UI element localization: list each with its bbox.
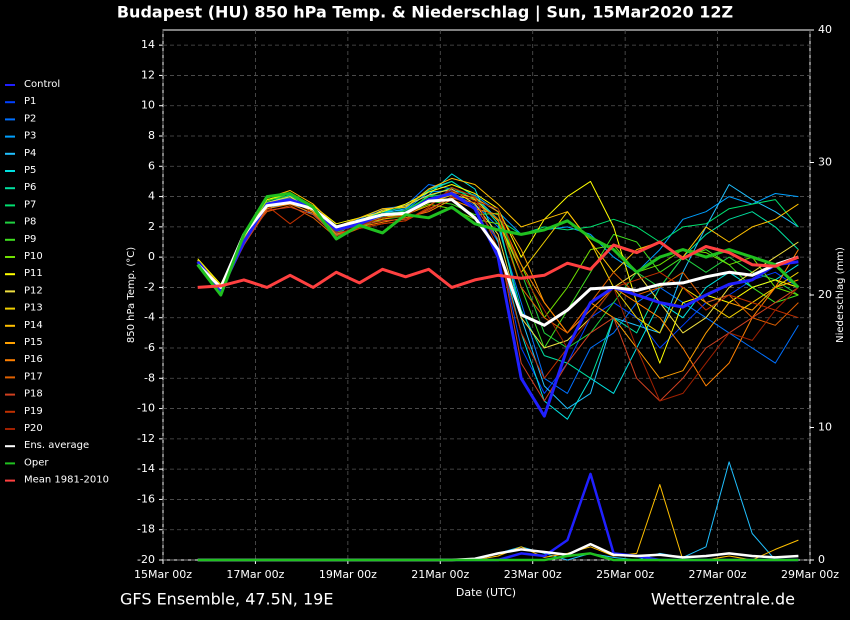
temp-line: [197, 197, 799, 334]
legend-label: P9: [24, 234, 36, 245]
legend-label: P19: [24, 406, 43, 417]
legend-label: P15: [24, 337, 43, 348]
legend-label: Mean 1981-2010: [24, 475, 109, 486]
legend-label: P18: [24, 389, 43, 400]
x-tick-label: 19Mar 00z: [319, 568, 377, 581]
y-tick-label: -8: [144, 371, 155, 384]
y-tick-label: 6: [148, 159, 155, 172]
temp-line: [197, 187, 799, 379]
y-tick-label: -4: [144, 311, 155, 324]
footer-left: GFS Ensemble, 47.5N, 19E: [120, 590, 333, 609]
chart-title: Budapest (HU) 850 hPa Temp. & Niederschl…: [117, 3, 733, 23]
y-tick-label: -12: [137, 432, 155, 445]
plot-frame: [162, 29, 811, 561]
legend-label: P4: [24, 148, 36, 159]
legend-label: P2: [24, 113, 36, 124]
temp-line: [196, 192, 799, 418]
temp-line: [196, 198, 799, 327]
x-tick-label: 27Mar 00z: [689, 568, 747, 581]
precip-line: [197, 472, 799, 562]
precip-line: [197, 484, 799, 561]
y-tick-label: 8: [148, 129, 155, 142]
legend-label: P8: [24, 217, 36, 228]
legend-label: P3: [24, 131, 36, 142]
legend-label: P12: [24, 285, 43, 296]
temp-line: [197, 177, 799, 287]
legend-label: Ens. average: [24, 440, 89, 451]
legend-label: P7: [24, 199, 36, 210]
temp-line: [197, 180, 799, 379]
x-tick-label: 17Mar 00z: [226, 568, 284, 581]
legend-label: P13: [24, 303, 43, 314]
legend-label: P10: [24, 251, 43, 262]
y-tick-label: 4: [148, 190, 155, 203]
precip-line: [197, 461, 799, 561]
y2-tick-label: 10: [818, 421, 832, 434]
y2-axis-label: Niederschlag (mm): [835, 247, 846, 343]
y-tick-label: -20: [137, 553, 155, 566]
y-tick-label: 12: [141, 68, 155, 81]
x-tick-label: 15Mar 00z: [134, 568, 192, 581]
legend-label: P20: [24, 423, 43, 434]
temp-line: [197, 193, 799, 349]
legend-label: Control: [24, 79, 60, 90]
y2-tick-label: 0: [818, 553, 825, 566]
x-tick-label: 29Mar 00z: [781, 568, 839, 581]
y-tick-label: 2: [148, 220, 155, 233]
y-tick-label: -14: [137, 462, 155, 475]
x-tick-label: 23Mar 00z: [504, 568, 562, 581]
y-tick-label: -18: [137, 523, 155, 536]
temp-line: [197, 240, 799, 289]
legend-label: P6: [24, 182, 36, 193]
legend-label: P11: [24, 268, 43, 279]
y-tick-label: 0: [148, 250, 155, 263]
legend-label: P5: [24, 165, 36, 176]
legend-label: P1: [24, 96, 36, 107]
x-tick-label: 25Mar 00z: [596, 568, 654, 581]
y-tick-label: 10: [141, 99, 155, 112]
legend-label: P14: [24, 320, 43, 331]
temp-line: [197, 196, 799, 402]
temp-line: [196, 192, 800, 297]
y-tick-label: -6: [144, 341, 155, 354]
y2-tick-label: 30: [818, 156, 832, 169]
y-tick-label: -10: [137, 402, 155, 415]
legend-label: P17: [24, 371, 43, 382]
y2-tick-label: 40: [818, 23, 832, 36]
precip-line: [197, 542, 799, 562]
legend-label: Oper: [24, 457, 49, 468]
y2-tick-label: 20: [818, 288, 832, 301]
x-tick-label: 21Mar 00z: [411, 568, 469, 581]
precip-line: [197, 552, 799, 562]
y-axis-label: 850 hPa Temp. (°C): [126, 247, 137, 343]
y-tick-label: -16: [137, 492, 155, 505]
legend-label: P16: [24, 354, 43, 365]
footer-right: Wetterzentrale.de: [651, 590, 795, 609]
y-tick-label: -2: [144, 280, 155, 293]
y-tick-label: 14: [141, 38, 155, 51]
x-axis-label: Date (UTC): [456, 586, 516, 599]
